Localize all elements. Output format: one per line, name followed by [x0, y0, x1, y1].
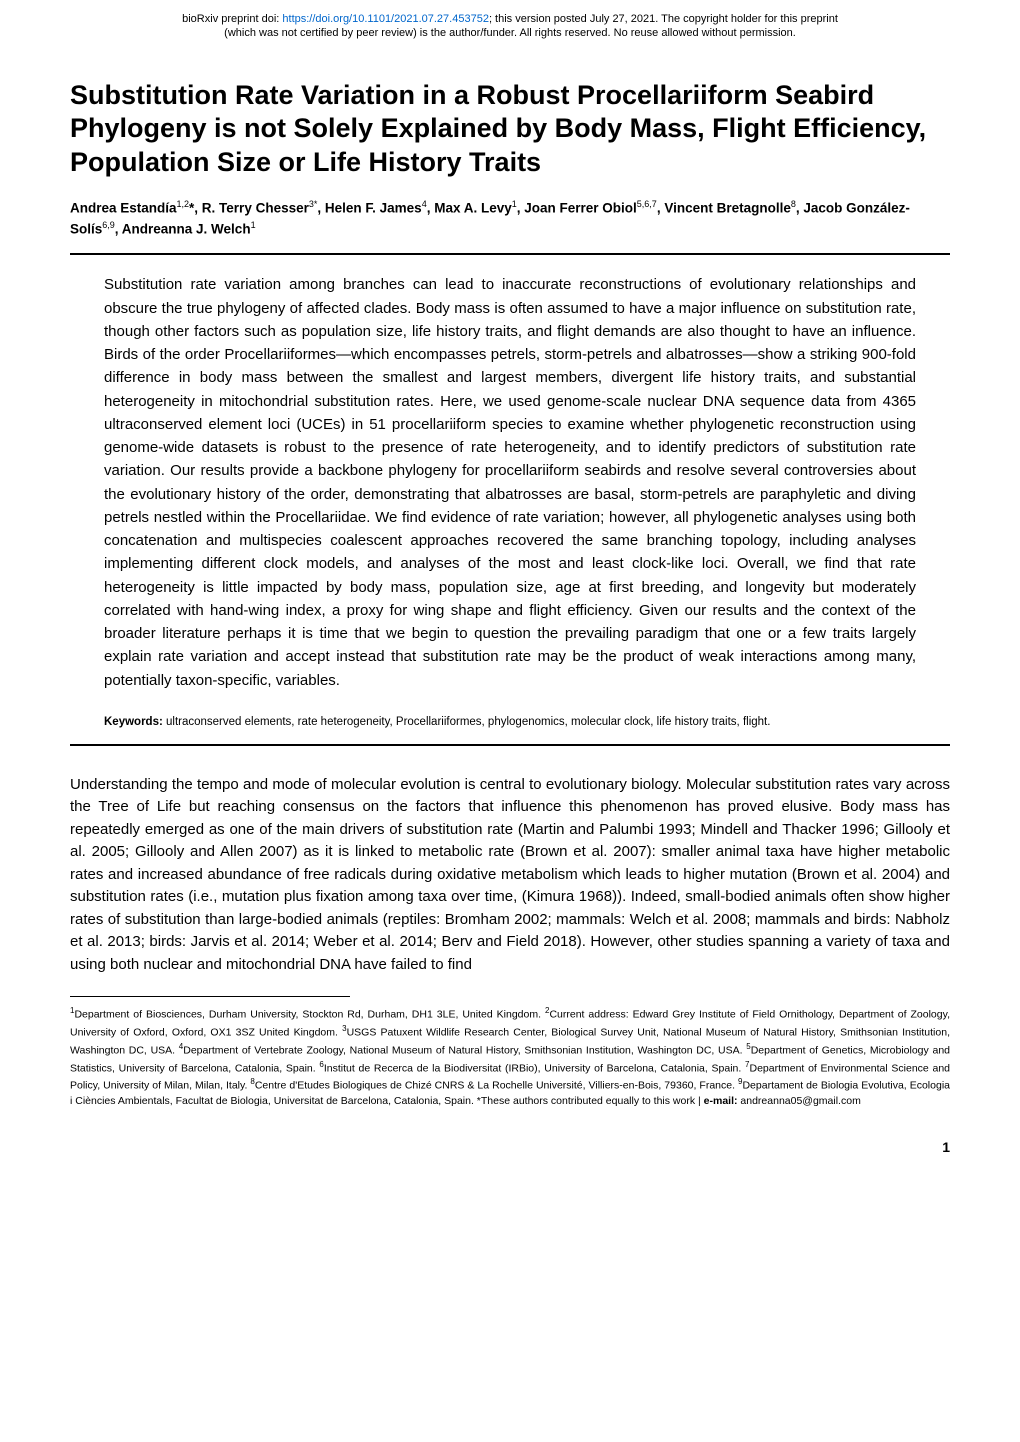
divider-bottom — [70, 744, 950, 746]
preprint-doi-link[interactable]: https://doi.org/10.1101/2021.07.27.45375… — [282, 13, 489, 25]
page-content: Substitution Rate Variation in a Robust … — [0, 49, 1020, 1196]
preprint-line2: (which was not certified by peer review)… — [224, 27, 796, 39]
preprint-doi-prefix: bioRxiv preprint doi: — [182, 13, 282, 25]
page-number: 1 — [70, 1139, 950, 1155]
footnote-divider — [70, 996, 350, 997]
preprint-banner: bioRxiv preprint doi: https://doi.org/10… — [0, 0, 1020, 49]
divider-top — [70, 253, 950, 255]
preprint-line1-suffix: ; this version posted July 27, 2021. The… — [489, 13, 838, 25]
keywords-label: Keywords: — [104, 716, 163, 728]
body-paragraph: Understanding the tempo and mode of mole… — [70, 774, 950, 977]
affiliations-text: 1Department of Biosciences, Durham Unive… — [70, 1005, 950, 1109]
keywords-section: Keywords: ultraconserved elements, rate … — [70, 714, 950, 730]
author-list: Andrea Estandía1,2*, R. Terry Chesser3*,… — [70, 198, 950, 240]
abstract-text: Substitution rate variation among branch… — [70, 273, 950, 692]
keywords-text: ultraconserved elements, rate heterogene… — [163, 716, 771, 728]
paper-title: Substitution Rate Variation in a Robust … — [70, 79, 950, 180]
